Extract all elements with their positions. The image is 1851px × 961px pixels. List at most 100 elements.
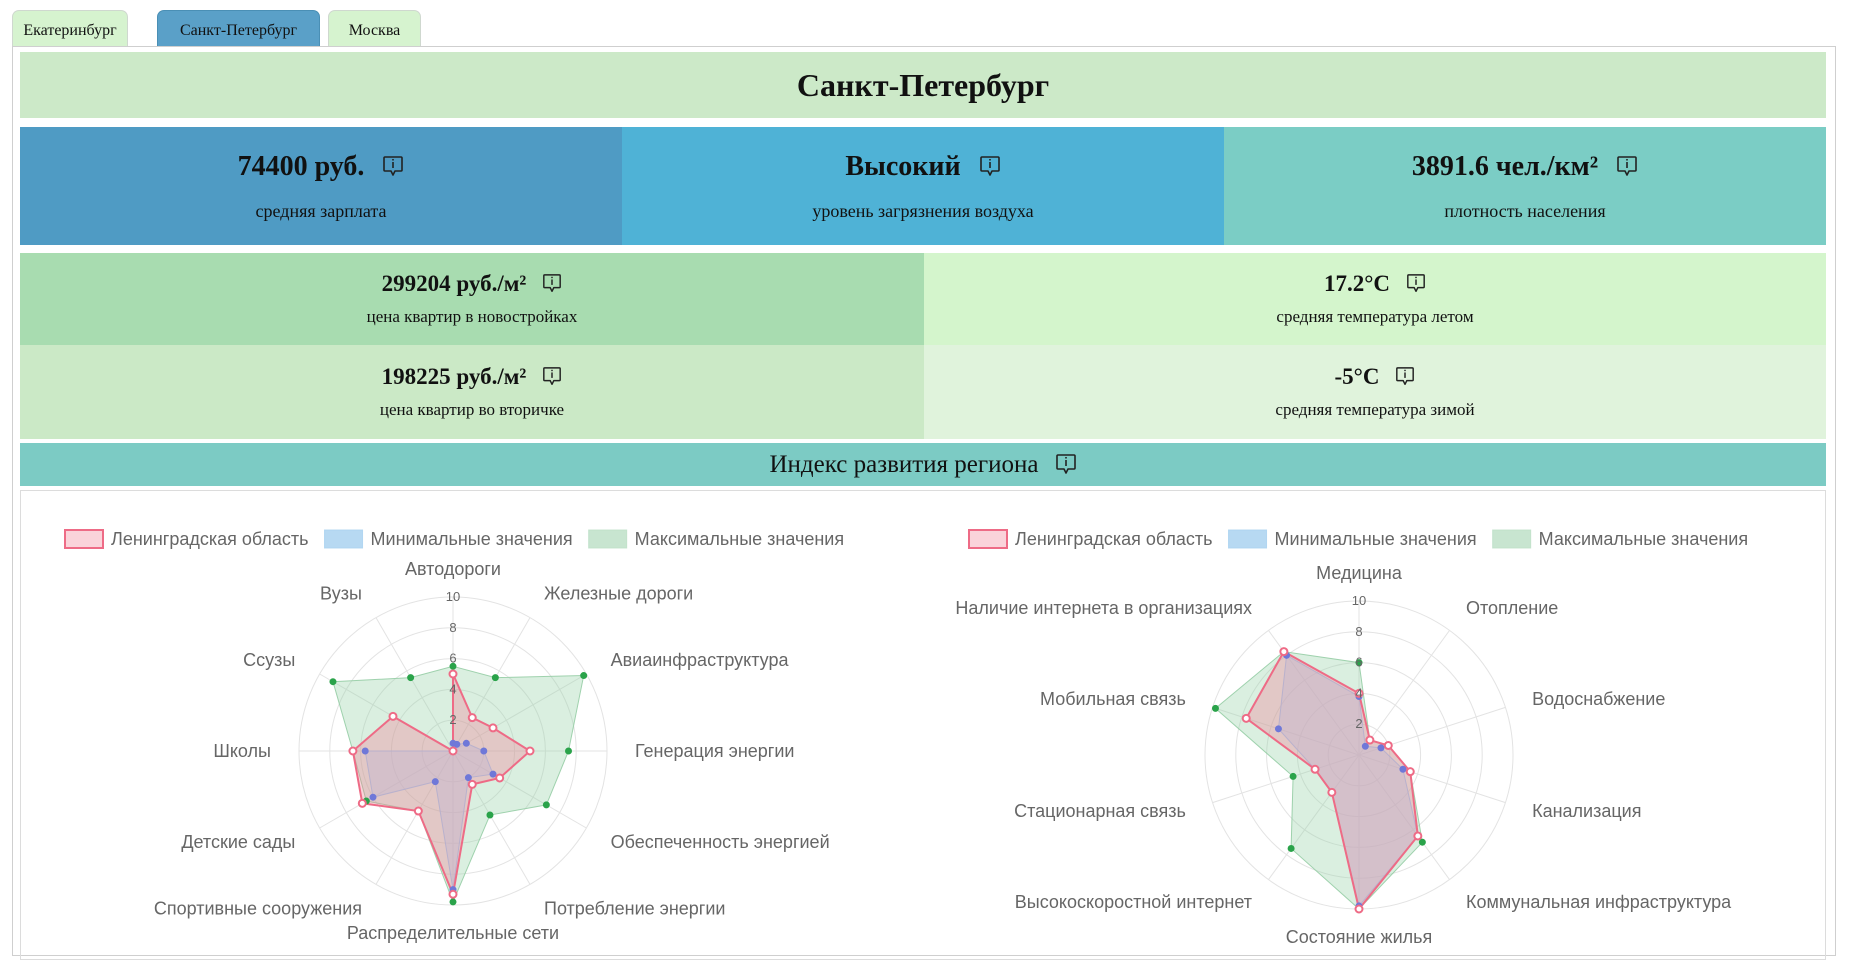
info-icon[interactable] — [979, 155, 1001, 179]
data-point[interactable] — [388, 711, 398, 721]
legend-label[interactable]: Ленинградская область — [1015, 529, 1213, 549]
legend-swatch[interactable] — [64, 529, 104, 549]
page-title: Санкт-Петербург — [20, 52, 1826, 118]
data-point[interactable] — [462, 739, 470, 747]
legend-swatch[interactable] — [324, 529, 364, 549]
legend-swatch[interactable] — [588, 529, 628, 549]
kpi-salary: 74400 руб. средняя зарплата — [20, 127, 622, 245]
data-point[interactable] — [1418, 838, 1426, 846]
data-point[interactable] — [348, 746, 358, 756]
radar-spoke — [1358, 754, 1450, 880]
tab-moscow[interactable]: Москва — [328, 10, 421, 46]
legend-label[interactable]: Максимальные значения — [1539, 529, 1748, 549]
data-point[interactable] — [1211, 704, 1219, 712]
info-icon[interactable] — [542, 273, 562, 295]
stat-value: 299204 руб./м² — [381, 271, 527, 296]
data-point[interactable] — [1354, 904, 1364, 914]
data-point[interactable] — [413, 806, 423, 816]
data-point[interactable] — [1327, 787, 1337, 797]
data-point[interactable] — [486, 811, 494, 819]
data-point[interactable] — [525, 746, 535, 756]
data-point[interactable] — [1241, 713, 1251, 723]
axis-label: Авиаинфраструктура — [611, 650, 790, 670]
kpi-label: уровень загрязнения воздуха — [812, 200, 1034, 221]
data-point[interactable] — [449, 662, 457, 670]
axis-label: Коммунальная инфраструктура — [1466, 892, 1732, 912]
data-point[interactable] — [357, 798, 367, 808]
data-point[interactable] — [453, 740, 461, 748]
data-point[interactable] — [1310, 764, 1320, 774]
tick-label: 6 — [449, 651, 456, 666]
axis-label: Школы — [213, 741, 271, 761]
region-index-header: Индекс развития региона — [20, 443, 1826, 486]
info-icon[interactable] — [542, 366, 562, 388]
axis-label: Детские сады — [181, 832, 295, 852]
region-index-title: Индекс развития региона — [769, 450, 1039, 478]
radar-spoke — [319, 750, 454, 829]
info-icon[interactable] — [1406, 273, 1426, 295]
data-point[interactable] — [1274, 725, 1282, 733]
data-point[interactable] — [431, 778, 439, 786]
legend-label[interactable]: Минимальные значения — [1275, 529, 1477, 549]
data-point[interactable] — [489, 770, 497, 778]
data-point[interactable] — [448, 746, 458, 756]
axis-label: Канализация — [1532, 801, 1641, 821]
data-point[interactable] — [467, 779, 477, 789]
info-icon[interactable] — [1395, 366, 1415, 388]
data-point[interactable] — [329, 678, 337, 686]
data-point[interactable] — [1355, 659, 1363, 667]
data-point[interactable] — [1365, 735, 1375, 745]
kpi-value: 3891.6 чел./км² — [1411, 150, 1599, 182]
data-point[interactable] — [448, 889, 458, 899]
info-icon[interactable] — [1616, 155, 1638, 179]
data-point[interactable] — [1377, 744, 1385, 752]
data-point[interactable] — [491, 674, 499, 682]
data-point[interactable] — [464, 774, 472, 782]
stat-value: -5°C — [1334, 364, 1380, 389]
data-point[interactable] — [467, 713, 477, 723]
stat-new-flat-price: 299204 руб./м² цена квартир в новостройк… — [20, 253, 924, 345]
info-icon[interactable] — [382, 155, 404, 179]
data-point[interactable] — [1289, 772, 1297, 780]
radar-chart-infrastructure: Ленинградская область Минимальные значени… — [64, 529, 844, 943]
data-point[interactable] — [480, 747, 488, 755]
data-point[interactable] — [1383, 740, 1393, 750]
data-point[interactable] — [1413, 831, 1423, 841]
legend-label[interactable]: Ленинградская область — [111, 529, 309, 549]
info-icon[interactable] — [1055, 453, 1077, 477]
legend-swatch[interactable] — [1492, 529, 1532, 549]
axis-label: Состояние жилья — [1286, 927, 1433, 947]
legend-label[interactable]: Минимальные значения — [371, 529, 573, 549]
data-point[interactable] — [361, 747, 369, 755]
legend-swatch[interactable] — [968, 529, 1008, 549]
tick-label: 10 — [1352, 593, 1366, 608]
axis-label: Отопление — [1466, 598, 1558, 618]
data-point[interactable] — [1361, 742, 1369, 750]
tab-saint-petersburg[interactable]: Санкт-Петербург — [157, 10, 320, 46]
data-point[interactable] — [1287, 844, 1295, 852]
data-point[interactable] — [1279, 647, 1289, 657]
data-point[interactable] — [488, 723, 498, 733]
legend-label[interactable]: Максимальные значения — [635, 529, 844, 549]
data-point[interactable] — [580, 672, 588, 680]
data-point[interactable] — [407, 674, 415, 682]
kpi-label: средняя зарплата — [255, 200, 387, 221]
data-point[interactable] — [369, 793, 377, 801]
data-point[interactable] — [1405, 767, 1415, 777]
axis-label: Генерация энергии — [635, 741, 794, 761]
axis-label: Обеспеченность энергией — [611, 832, 830, 852]
legend-swatch[interactable] — [1228, 529, 1268, 549]
data-point[interactable] — [542, 801, 550, 809]
kpi-value: Высокий — [845, 150, 961, 182]
data-point[interactable] — [495, 773, 505, 783]
data-point[interactable] — [449, 898, 457, 906]
data-point[interactable] — [1354, 688, 1364, 698]
data-point[interactable] — [448, 669, 458, 679]
stat-label: средняя температура зимой — [1275, 400, 1475, 419]
tick-label: 4 — [1355, 685, 1362, 700]
data-point[interactable] — [565, 747, 572, 755]
data-point[interactable] — [1399, 765, 1407, 773]
radar-spoke — [1358, 754, 1506, 804]
tick-label: 2 — [449, 712, 456, 727]
tab-ekaterinburg[interactable]: Екатеринбург — [12, 10, 128, 46]
